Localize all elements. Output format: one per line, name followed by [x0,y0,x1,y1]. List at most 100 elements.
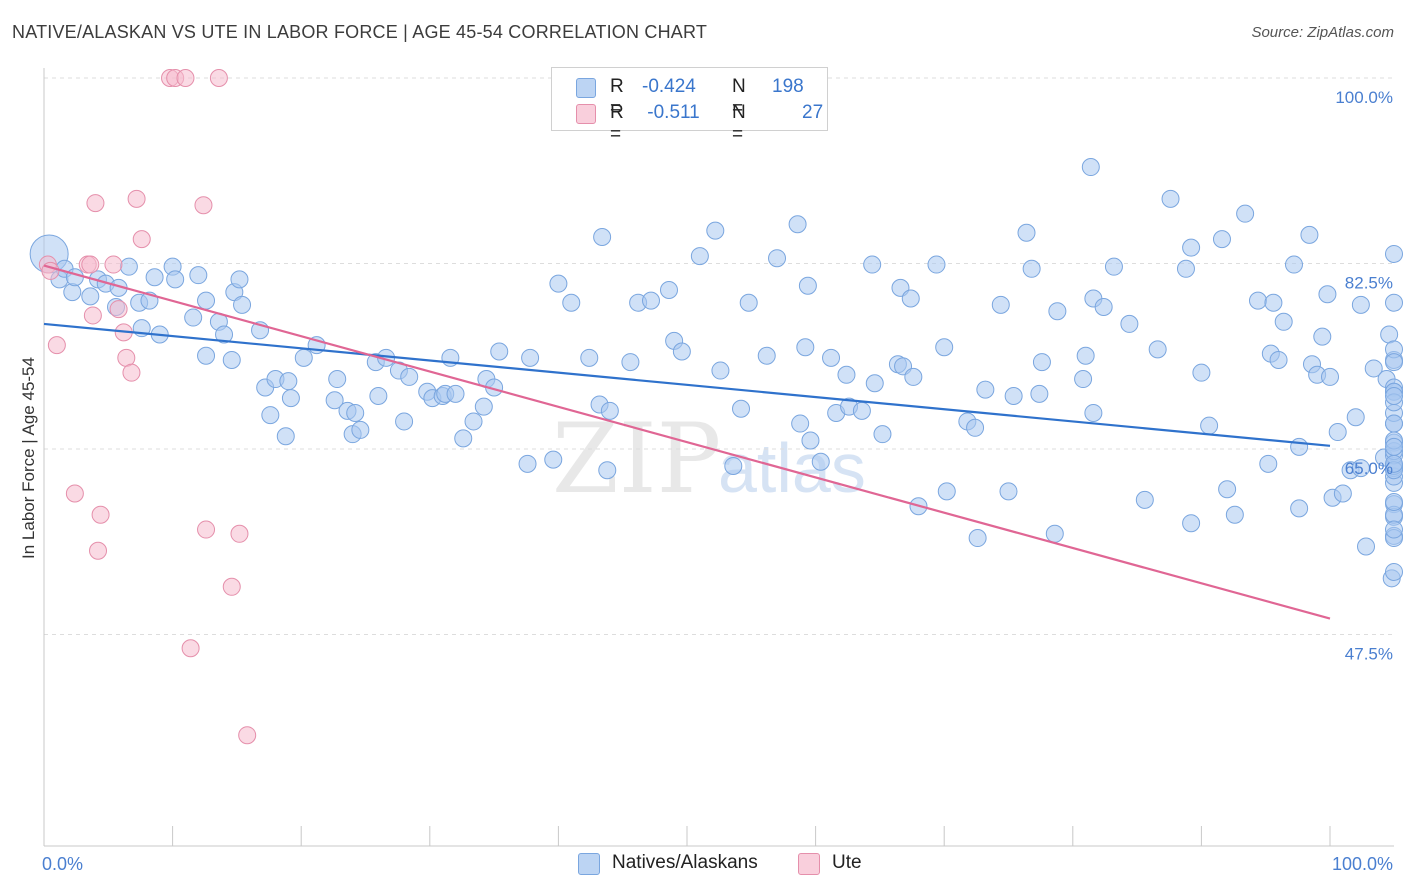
data-point-natives [788,215,807,234]
legend-r-value: -0.424 [642,76,696,97]
data-point-natives [197,346,216,365]
legend-r-value: -0.511 [642,102,700,123]
data-point-natives [1264,293,1283,312]
data-point-natives [1030,384,1049,403]
x-tick-label: 0.0% [42,854,83,874]
data-point-natives [904,367,923,386]
data-point-natives [1385,437,1403,456]
data-point-natives [757,346,776,365]
data-point-natives [598,461,617,480]
data-point-natives [1346,408,1365,427]
data-point-natives [325,391,344,410]
data-point-natives [1212,230,1231,249]
series-ute [38,69,257,745]
data-point-natives [690,247,709,266]
data-point-natives [811,452,830,471]
data-point-natives [1248,291,1267,310]
trend-line-ute [43,264,1331,620]
data-point-natives [1074,370,1093,389]
data-point-natives [1032,353,1051,372]
chart-title: NATIVE/ALASKAN VS UTE IN LABOR FORCE | A… [12,22,708,42]
data-point-natives [1148,340,1167,359]
data-point-natives [1022,259,1041,278]
data-point-natives [935,338,954,357]
legend-n-label: N = [732,76,746,119]
data-point-natives [796,338,815,357]
data-point-natives [351,420,370,439]
data-point-ute [83,306,102,325]
data-point-natives [233,295,252,314]
data-point-natives [1236,204,1255,223]
data-point-natives [1182,514,1201,533]
data-point-natives [1318,285,1337,304]
data-point-natives [966,418,985,437]
data-point-natives [580,348,599,367]
data-point-natives [863,255,882,274]
data-point-natives [1076,346,1095,365]
data-point-natives [1182,238,1201,257]
data-point-ute [194,196,213,215]
data-point-ute [181,639,200,658]
data-point-natives [1176,259,1195,278]
data-point-ute [230,524,249,543]
legend-swatch-blue [576,78,596,98]
data-point-natives [937,482,956,501]
data-point-natives [801,431,820,450]
data-point-natives [976,380,995,399]
data-point-ute [65,484,84,503]
data-point-natives [1333,484,1352,503]
data-point-natives [672,342,691,361]
data-point-natives [1385,353,1403,372]
data-point-natives [1385,414,1403,433]
data-point-natives [1321,367,1339,386]
data-point-natives [901,289,920,308]
data-point-natives [621,353,640,372]
data-point-natives [739,293,758,312]
data-point-natives [395,412,414,431]
data-point-ute [222,577,241,596]
data-point-natives [1385,387,1403,405]
data-point-natives [1364,359,1383,378]
series-natives-alaskans [29,158,1403,588]
data-point-natives [346,403,365,422]
y-axis-title: In Labor Force | Age 45-54 [19,357,38,559]
data-point-natives [446,384,465,403]
watermark-zip: ZIP [552,403,721,515]
data-point-natives [369,387,388,405]
data-point-natives [600,401,619,420]
data-point-ute [176,69,195,87]
data-point-natives [1218,480,1237,499]
data-point-natives [1290,437,1309,456]
data-point-natives [166,270,185,289]
data-point-natives [732,399,751,418]
data-point-natives [464,412,483,431]
data-point-ute [127,189,146,208]
data-point-natives [261,406,280,425]
data-point-natives [1385,244,1403,263]
data-point-ute [238,726,257,745]
data-point-natives [184,308,203,327]
data-point-natives [1094,297,1113,316]
zipatlas-watermark: ZIP atlas [552,403,866,515]
data-point-natives [518,454,537,473]
data-point-natives [279,372,298,391]
data-point-natives [1351,295,1370,314]
data-point-ute [132,230,151,249]
data-point-natives [724,456,743,475]
data-point-natives [294,348,313,367]
data-point-natives [852,401,871,420]
y-tick-label: 100.0% [1335,88,1393,107]
source-attribution: Source: ZipAtlas.com [1251,24,1394,41]
data-point-natives [562,293,581,312]
data-point-natives [521,348,540,367]
data-point-natives [837,365,856,384]
data-point-natives [189,266,208,285]
watermark-atlas: atlas [718,429,866,507]
data-point-natives [1004,387,1023,405]
data-point-natives [865,374,884,393]
x-tick-label: 100.0% [1332,854,1393,874]
data-point-natives [1269,350,1288,369]
legend-r-label: R = [610,102,624,145]
axes [43,68,1394,847]
